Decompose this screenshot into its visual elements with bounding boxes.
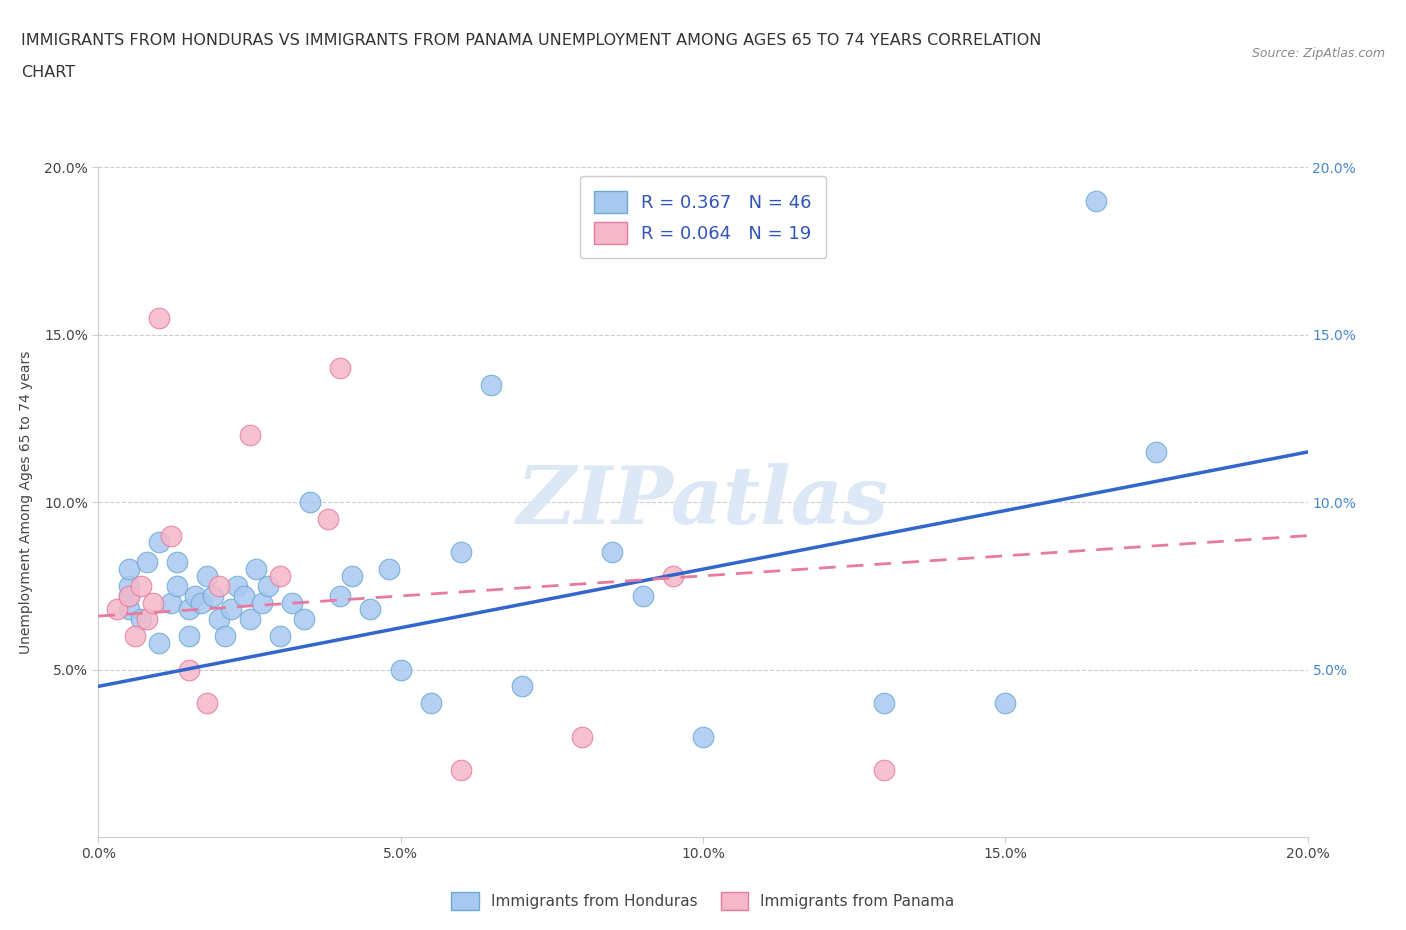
Point xyxy=(118,589,141,604)
Point xyxy=(184,589,207,604)
Point xyxy=(214,629,236,644)
Point xyxy=(160,528,183,543)
Point xyxy=(329,361,352,376)
Point xyxy=(873,763,896,777)
Point xyxy=(420,696,443,711)
Point xyxy=(342,568,364,583)
Point xyxy=(873,696,896,711)
Point xyxy=(208,578,231,593)
Point xyxy=(1085,193,1108,208)
Point xyxy=(148,635,170,650)
Point xyxy=(389,662,412,677)
Point xyxy=(129,612,152,627)
Point xyxy=(631,589,654,604)
Point xyxy=(118,602,141,617)
Point xyxy=(1144,445,1167,459)
Point xyxy=(202,589,225,604)
Point xyxy=(118,578,141,593)
Point xyxy=(160,595,183,610)
Point xyxy=(195,696,218,711)
Point xyxy=(329,589,352,604)
Text: CHART: CHART xyxy=(21,65,75,80)
Point xyxy=(190,595,212,610)
Point xyxy=(239,612,262,627)
Point xyxy=(135,612,157,627)
Point xyxy=(195,568,218,583)
Point xyxy=(292,612,315,627)
Point xyxy=(994,696,1017,711)
Legend: Immigrants from Honduras, Immigrants from Panama: Immigrants from Honduras, Immigrants fro… xyxy=(446,885,960,916)
Point xyxy=(232,589,254,604)
Point xyxy=(377,562,399,577)
Point xyxy=(221,602,243,617)
Point xyxy=(602,545,624,560)
Point xyxy=(450,763,472,777)
Text: IMMIGRANTS FROM HONDURAS VS IMMIGRANTS FROM PANAMA UNEMPLOYMENT AMONG AGES 65 TO: IMMIGRANTS FROM HONDURAS VS IMMIGRANTS F… xyxy=(21,33,1042,47)
Point xyxy=(105,602,128,617)
Point xyxy=(166,578,188,593)
Point xyxy=(135,555,157,570)
Point xyxy=(269,629,291,644)
Point xyxy=(118,562,141,577)
Point xyxy=(250,595,273,610)
Point xyxy=(245,562,267,577)
Point xyxy=(571,729,593,744)
Point xyxy=(256,578,278,593)
Point xyxy=(179,662,201,677)
Y-axis label: Unemployment Among Ages 65 to 74 years: Unemployment Among Ages 65 to 74 years xyxy=(20,351,32,654)
Point xyxy=(269,568,291,583)
Point xyxy=(118,589,141,604)
Point xyxy=(166,555,188,570)
Point xyxy=(450,545,472,560)
Point xyxy=(148,535,170,550)
Point xyxy=(148,311,170,325)
Point xyxy=(510,679,533,694)
Point xyxy=(142,595,165,610)
Point xyxy=(662,568,685,583)
Point xyxy=(316,512,339,526)
Point xyxy=(360,602,382,617)
Point xyxy=(179,602,201,617)
Text: ZIPatlas: ZIPatlas xyxy=(517,463,889,541)
Point xyxy=(124,629,146,644)
Point xyxy=(129,578,152,593)
Point xyxy=(299,495,322,510)
Text: Source: ZipAtlas.com: Source: ZipAtlas.com xyxy=(1251,46,1385,60)
Point xyxy=(179,629,201,644)
Point xyxy=(692,729,714,744)
Point xyxy=(226,578,249,593)
Point xyxy=(481,378,503,392)
Point xyxy=(281,595,304,610)
Point xyxy=(239,428,262,443)
Point xyxy=(208,612,231,627)
